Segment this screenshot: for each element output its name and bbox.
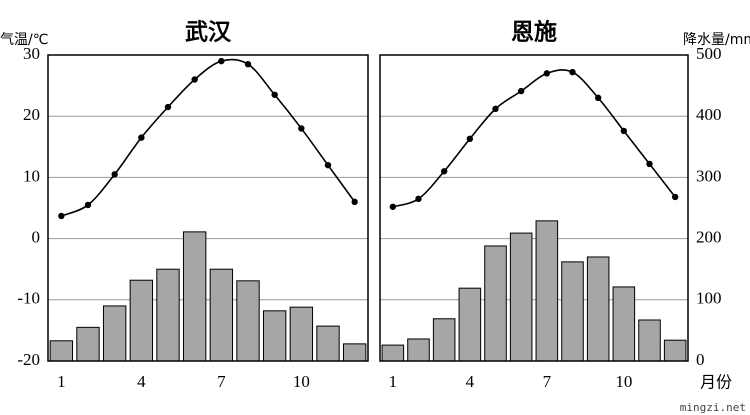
y2-axis-label: 降水量/mm	[683, 32, 750, 48]
temperature-point	[218, 57, 225, 65]
x-tick-label: 7	[217, 372, 226, 391]
temperature-point	[389, 203, 397, 210]
chart-title: 武汉	[185, 20, 232, 46]
y2-tick-label: 500	[696, 44, 722, 63]
x-axis-label: 月份	[700, 373, 732, 392]
bar	[182, 231, 207, 362]
y2-tick-label: 0	[696, 350, 705, 369]
temperature-point	[191, 76, 198, 83]
bar	[432, 318, 456, 362]
bar	[76, 326, 100, 362]
y2-tick-label: 200	[696, 228, 722, 247]
bar	[156, 268, 180, 362]
bar	[129, 279, 154, 362]
temperature-point	[351, 198, 358, 206]
x-tick-label: 7	[543, 372, 552, 391]
bar	[638, 319, 661, 362]
bar	[289, 306, 314, 362]
bar	[407, 338, 430, 362]
bar	[612, 286, 636, 362]
y-tick-label: 30	[23, 44, 40, 63]
plot-frame	[47, 54, 369, 362]
temperature-point	[111, 171, 118, 178]
temperature-point	[620, 127, 628, 135]
temperature-point	[569, 68, 576, 76]
temperature-line	[392, 69, 676, 208]
y2-tick-label: 300	[696, 166, 722, 185]
x-tick-label: 4	[466, 372, 475, 391]
bar	[342, 343, 367, 362]
bar	[262, 310, 287, 362]
y-axis-label: 气温/℃	[0, 32, 48, 48]
temperature-point	[324, 161, 332, 169]
bar	[316, 325, 340, 362]
bar	[586, 256, 610, 362]
bar	[209, 268, 234, 362]
x-tick-label: 10	[615, 372, 632, 391]
x-tick-label: 1	[389, 372, 398, 391]
temperature-point	[58, 212, 65, 220]
bar	[49, 340, 74, 362]
temperature-point	[298, 125, 305, 132]
temperature-point	[671, 193, 679, 201]
temperature-point	[271, 91, 278, 98]
temperature-point	[492, 105, 499, 113]
y-tick-label: -10	[17, 289, 40, 308]
temperature-point	[415, 195, 422, 203]
temperature-point	[138, 134, 145, 141]
temperature-point	[594, 94, 602, 102]
bar	[458, 287, 482, 362]
y-tick-label: 20	[23, 105, 40, 124]
y2-tick-label: 400	[696, 105, 722, 124]
plot-frame	[379, 54, 689, 362]
y-tick-label: -20	[17, 350, 40, 369]
temperature-point	[84, 201, 92, 209]
temperature-point	[244, 60, 252, 68]
bar	[484, 245, 507, 362]
chart-title: 恩施	[511, 19, 557, 46]
temperature-point	[466, 135, 474, 143]
temperature-point	[164, 103, 172, 111]
bar	[102, 305, 127, 362]
y-tick-label: 10	[23, 166, 40, 185]
bar	[561, 261, 584, 362]
temperature-point	[543, 70, 551, 77]
y-tick-label: 0	[32, 228, 41, 247]
watermark: mingzi.net	[680, 401, 746, 414]
temperature-point	[646, 160, 653, 168]
temperature-point	[440, 168, 448, 175]
temperature-line	[61, 58, 356, 217]
y2-tick-label: 100	[696, 289, 722, 308]
x-tick-label: 4	[137, 372, 146, 391]
bar	[381, 344, 405, 362]
bar	[535, 220, 559, 362]
x-tick-label: 10	[293, 372, 310, 391]
temperature-point	[517, 87, 525, 95]
bar	[236, 280, 260, 362]
bar	[663, 339, 687, 362]
bar	[509, 232, 533, 362]
x-tick-label: 1	[57, 372, 66, 391]
